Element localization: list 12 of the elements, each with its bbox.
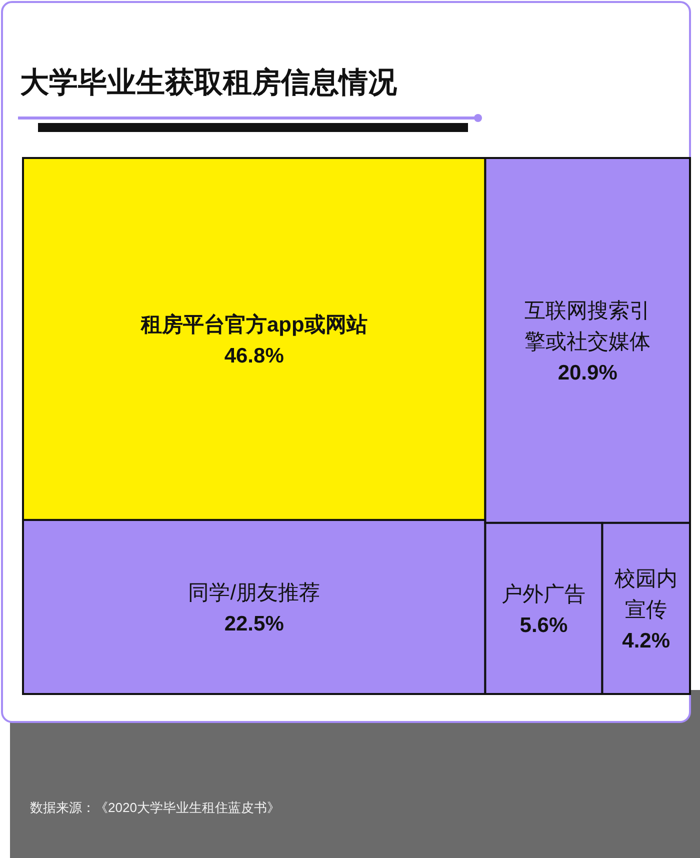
data-label: 5.6% xyxy=(520,614,568,637)
category-label: 互联网搜索引擎或社交媒体 xyxy=(524,299,651,354)
source-note: 数据来源：《2020大学毕业生租住蓝皮书》 xyxy=(30,800,280,815)
category-label: 租房平台官方app或网站 xyxy=(140,312,368,336)
category-label: 同学/朋友推荐 xyxy=(188,581,320,604)
data-label: 20.9% xyxy=(558,361,618,384)
text: 大学毕业生获取租房信息情况 xyxy=(20,66,398,99)
data-label: 46.8% xyxy=(224,344,284,368)
category-label: 户外广告 xyxy=(502,582,586,606)
data-label: 4.2% xyxy=(622,629,670,652)
category-label: 校园内宣传 xyxy=(614,567,678,622)
data-label: 22.5% xyxy=(224,612,284,636)
